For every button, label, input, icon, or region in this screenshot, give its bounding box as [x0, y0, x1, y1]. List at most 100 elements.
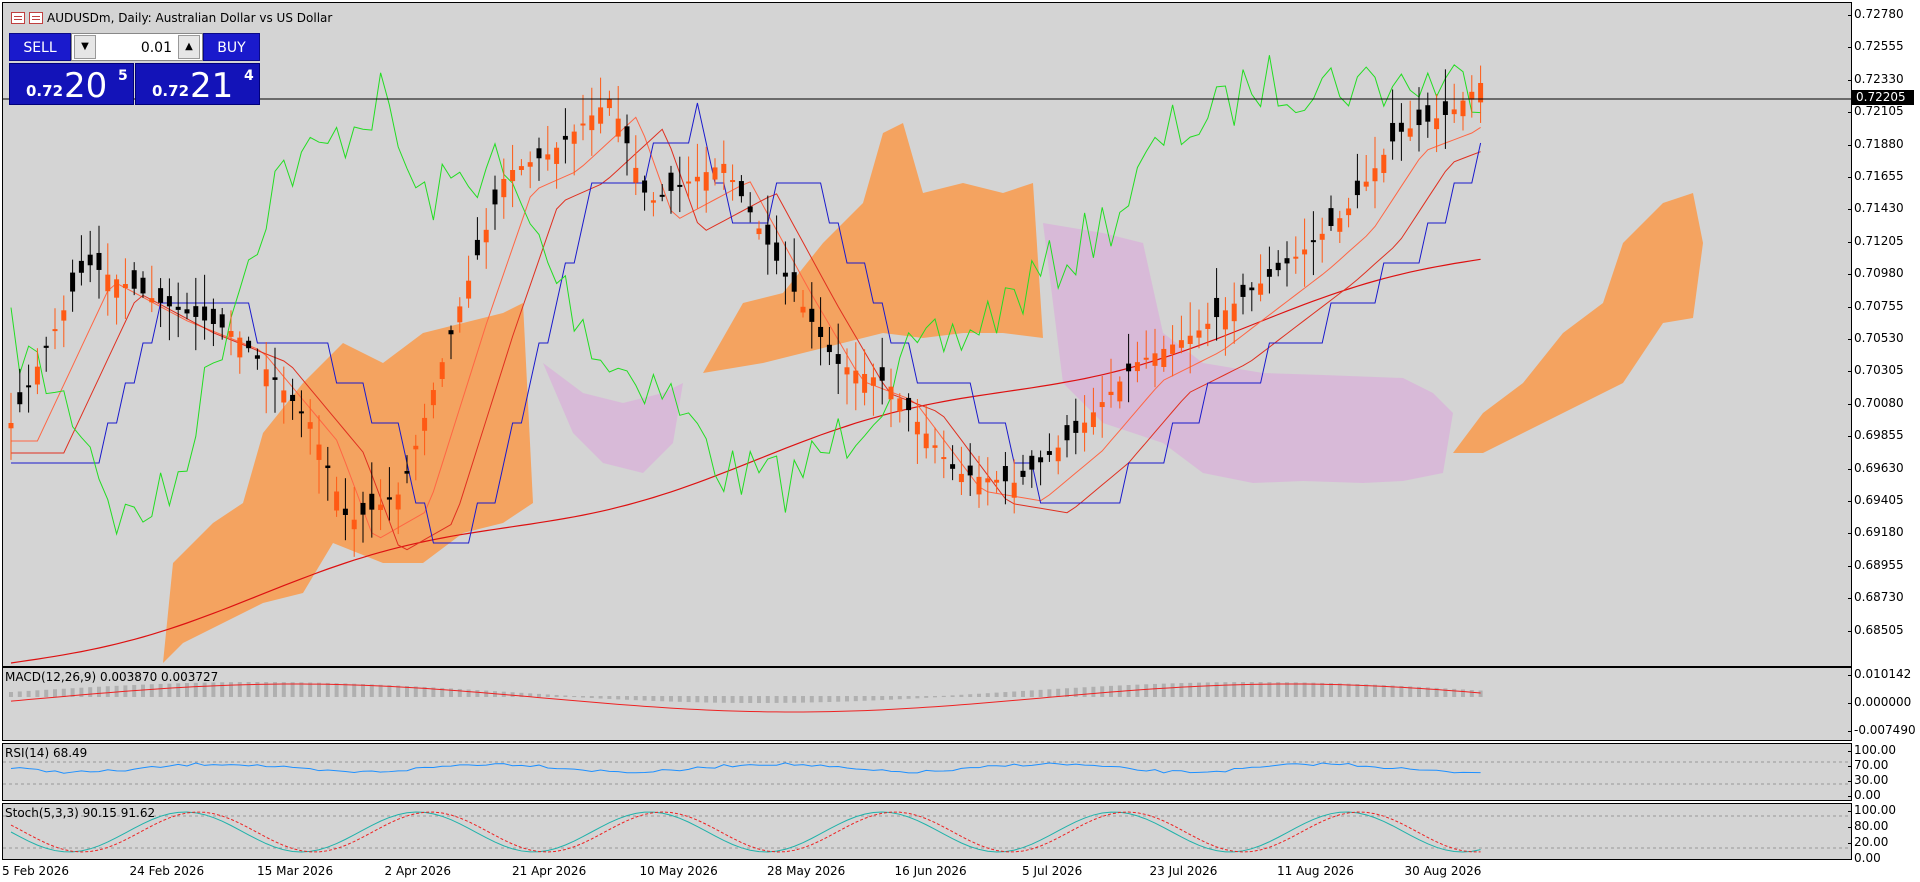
lot-increase-icon[interactable]: ▲	[178, 35, 200, 59]
candle-body	[202, 306, 208, 321]
candle-body	[325, 465, 331, 469]
sell-button[interactable]: SELL	[9, 33, 71, 61]
candle-body	[466, 280, 472, 299]
chart-window-icon[interactable]	[11, 12, 25, 24]
macd-histogram-bar	[1223, 682, 1228, 697]
macd-histogram-bar	[1197, 682, 1201, 697]
time-axis-tick: 30 Aug 2026	[1404, 864, 1482, 878]
buy-button[interactable]: BUY	[203, 33, 260, 61]
time-axis-tick: 23 Jul 2026	[1149, 864, 1218, 878]
sell-price-prefix: 0.72	[26, 82, 64, 100]
time-axis[interactable]: 5 Feb 2026 24 Feb 2026 15 Mar 2026 2 Apr 20…	[0, 862, 1852, 882]
stoch-main-line	[10, 811, 1481, 853]
price-chart-canvas[interactable]	[3, 3, 1852, 667]
candle-body	[70, 272, 76, 292]
macd-histogram-bar	[88, 687, 93, 697]
candle-body	[598, 107, 604, 124]
chart-title-bar: AUDUSDm, Daily: Australian Dollar vs US …	[11, 11, 332, 25]
candle-body	[342, 508, 348, 515]
macd-histogram-bar	[845, 696, 849, 702]
candle-body	[1055, 447, 1061, 462]
macd-histogram-bar	[317, 682, 321, 697]
candle-body	[958, 473, 964, 483]
macd-histogram-bar	[598, 696, 603, 699]
rsi-panel[interactable]: RSI(14) 68.49	[2, 743, 1852, 801]
macd-histogram-bar	[941, 695, 946, 697]
macd-label: MACD(12,26,9) 0.003870 0.003727	[5, 670, 219, 684]
candle-body	[950, 464, 956, 469]
macd-histogram-bar	[405, 686, 409, 697]
candle-body	[1337, 218, 1343, 232]
buy-price-prefix: 0.72	[152, 82, 190, 100]
macd-histogram-bar	[713, 696, 717, 703]
macd-histogram-bar	[1399, 685, 1404, 697]
candle-body	[1310, 240, 1316, 243]
macd-histogram-bar	[369, 684, 374, 697]
macd-histogram-bar	[70, 688, 75, 697]
price-axis-tick: 0.69405	[1848, 493, 1904, 507]
candle-body	[246, 340, 252, 349]
macd-histogram-bar	[361, 684, 365, 697]
candle-body	[536, 148, 542, 159]
macd-histogram-bar	[968, 694, 973, 697]
price-axis-tick: 0.70980	[1848, 266, 1904, 281]
buy-quote[interactable]: 0.72 21 4	[135, 63, 260, 106]
candle-body	[782, 272, 788, 277]
candle-body	[1266, 269, 1272, 277]
candle-body	[606, 99, 612, 109]
macd-histogram-bar	[1293, 682, 1298, 697]
lot-decrease-icon[interactable]: ▼	[74, 35, 96, 59]
stochastic-panel[interactable]: Stoch(5,3,3) 90.15 91.62	[2, 803, 1852, 860]
macd-histogram-bar	[167, 683, 172, 697]
candle-body	[580, 123, 586, 126]
lot-size-input[interactable]	[98, 37, 174, 59]
macd-histogram-bar	[748, 696, 753, 703]
candle-body	[105, 274, 111, 292]
macd-histogram-bar	[9, 692, 13, 697]
macd-histogram-bar	[176, 683, 181, 697]
macd-histogram-bar	[475, 690, 480, 697]
price-axis-tick: 0.68730	[1848, 590, 1904, 605]
candle-body	[914, 421, 920, 435]
macd-histogram-bar	[1161, 683, 1166, 697]
macd-histogram-bar	[79, 687, 84, 697]
rsi-line	[10, 762, 1481, 774]
macd-histogram-bar	[1056, 688, 1061, 697]
macd-signal-line	[10, 683, 1481, 713]
candle-body	[967, 465, 973, 476]
chart-title: AUDUSDm, Daily: Australian Dollar vs US …	[47, 11, 333, 25]
chart-restore-icon[interactable]	[29, 12, 43, 24]
candle-body	[562, 135, 568, 140]
macd-histogram-bar	[528, 693, 533, 697]
macd-histogram-bar	[757, 696, 761, 703]
candle-body	[263, 369, 269, 387]
macd-histogram-bar	[35, 690, 40, 697]
candle-body	[738, 181, 744, 197]
macd-panel[interactable]: MACD(12,26,9) 0.003870 0.003727	[2, 667, 1852, 741]
candle-body	[8, 423, 14, 429]
candle-body	[1407, 128, 1413, 137]
candle-body	[228, 331, 234, 337]
macd-histogram-bar	[211, 682, 216, 697]
candle-body	[1240, 284, 1246, 297]
main-chart-panel[interactable]: AUDUSDm, Daily: Australian Dollar vs US …	[2, 2, 1852, 667]
candle-body	[298, 411, 304, 414]
buy-price-pips: 21	[190, 66, 234, 106]
candle-body	[131, 270, 137, 289]
price-axis-tick: 0.72780	[1848, 7, 1904, 21]
candle-body	[721, 163, 727, 173]
macd-histogram-bar	[545, 694, 550, 697]
macd-histogram-bar	[299, 682, 304, 697]
candle-body	[1275, 262, 1281, 271]
time-axis-tick: 5 Feb 2026	[2, 864, 70, 878]
price-axis[interactable]: 0.72780 0.72555 0.72330 0.72105 0.71880 0.716…	[1847, 0, 1920, 865]
candle-body	[686, 181, 692, 184]
macd-histogram-bar	[484, 690, 489, 697]
candle-body	[122, 284, 128, 289]
candle-body	[1372, 168, 1378, 182]
macd-axis-tick: -0.007490	[1848, 723, 1916, 737]
macd-histogram-bar	[554, 694, 559, 697]
macd-histogram-bar	[325, 682, 330, 697]
sell-quote[interactable]: 0.72 20 5	[9, 63, 134, 106]
macd-histogram-bar	[26, 690, 31, 697]
